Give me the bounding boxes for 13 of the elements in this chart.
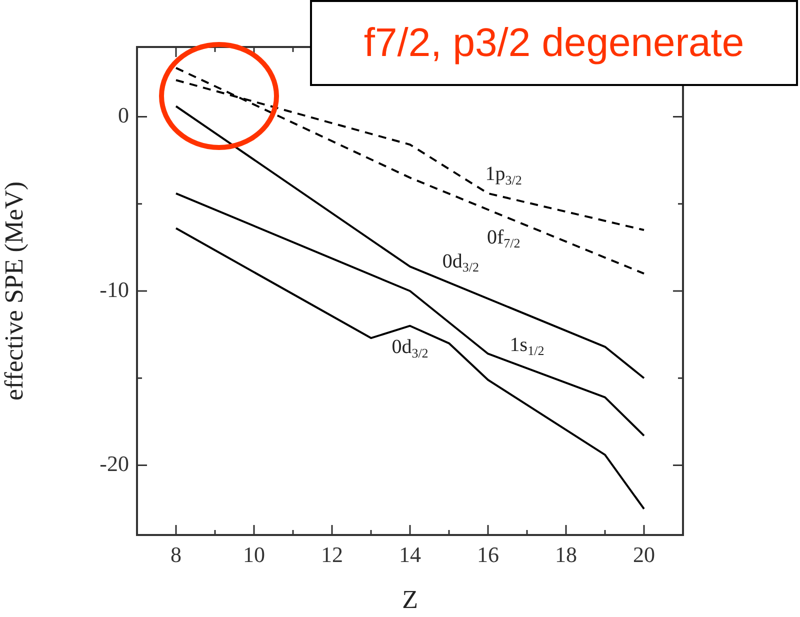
y-tick-label: -20 (100, 451, 129, 476)
x-axis-title: Z (402, 585, 418, 614)
y-tick-label: -10 (100, 276, 129, 302)
x-tick-label: 14 (399, 542, 421, 567)
y-tick-label: 0 (118, 102, 129, 128)
annotation: f7/2, p3/2 degenerate (310, 0, 798, 86)
x-tick-label: 18 (555, 542, 577, 567)
x-tick-label: 12 (321, 542, 343, 567)
x-tick-label: 10 (243, 542, 265, 567)
x-tick-label: 16 (477, 542, 499, 567)
x-tick-label: 8 (170, 542, 182, 567)
x-tick-label: 20 (633, 542, 655, 567)
y-axis-title: effective SPE (MeV) (0, 181, 28, 401)
